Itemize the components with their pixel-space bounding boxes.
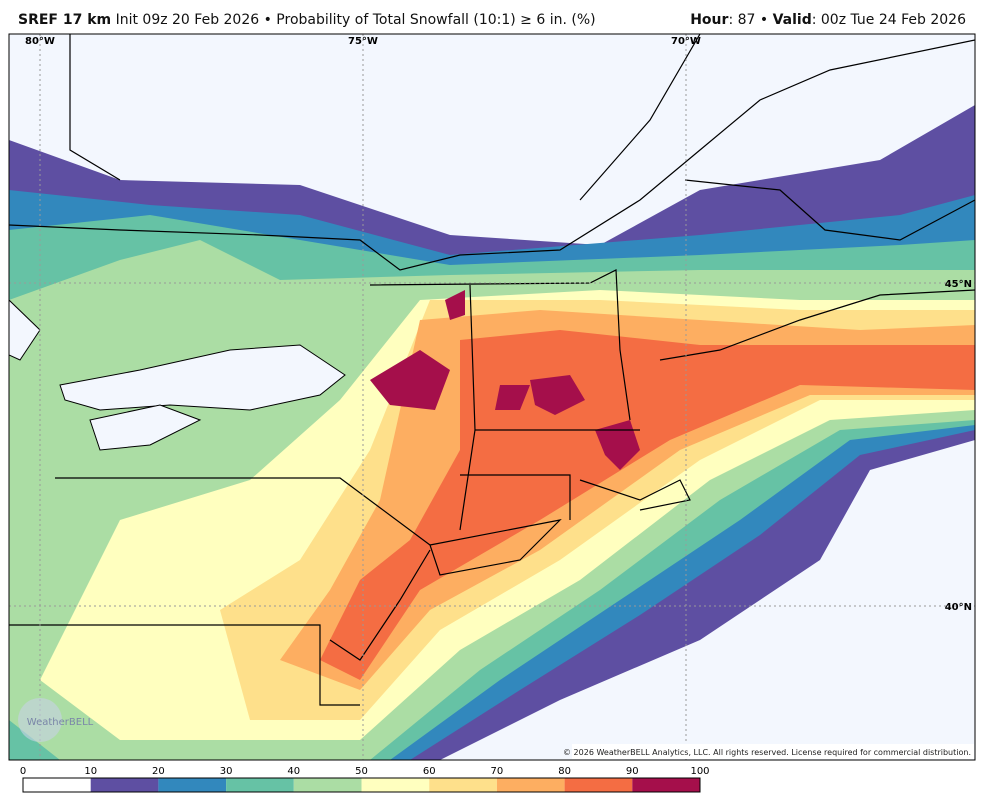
- model: SREF 17 km: [18, 12, 112, 28]
- hour-label: Hour: [690, 12, 729, 28]
- colorbar-tick-label: 90: [626, 766, 639, 777]
- band-70: [280, 310, 975, 690]
- lakes: [9, 299, 202, 451]
- colorbar-tick-label: 30: [220, 766, 233, 777]
- colorbar-segment: [632, 778, 700, 792]
- colorbar-tick-label: 50: [355, 766, 368, 777]
- colorbar-segment: [293, 778, 362, 792]
- colorbar-segment: [226, 778, 294, 792]
- colorbar-segment: [564, 778, 633, 792]
- valid-value: : 00z Tue 24 Feb 2026: [811, 12, 966, 28]
- lat-label: 45°N: [945, 279, 972, 290]
- watermark-globe: [18, 698, 62, 742]
- graticule: [9, 34, 975, 760]
- band-90: [370, 290, 640, 470]
- map-frame: [8, 33, 976, 761]
- colorbar-tick-label: 20: [152, 766, 165, 777]
- colorbar-tick-label: 0: [20, 766, 26, 777]
- colorbar-tick-label: 10: [84, 766, 97, 777]
- lat-label: 40°N: [945, 602, 972, 613]
- watermark: WeatherBELL: [27, 717, 94, 728]
- colorbar-tick-label: 60: [423, 766, 436, 777]
- header-right: Hour: 87 • Valid: 00z Tue 24 Feb 2026: [690, 12, 966, 28]
- colorbar-segment: [23, 778, 91, 792]
- copyright: © 2026 WeatherBELL Analytics, LLC. All r…: [563, 748, 971, 757]
- colorbar-tick-label: 40: [287, 766, 300, 777]
- band-80: [320, 330, 975, 680]
- copyright-bg: [572, 744, 974, 759]
- colorbar-segment: [90, 778, 159, 792]
- colorbar-segment: [496, 778, 565, 792]
- lon-label: 80°W: [25, 36, 55, 47]
- colorbar-tick-label: 100: [690, 766, 709, 777]
- colorbar-segment: [429, 778, 497, 792]
- lon-label: 70°W: [671, 36, 701, 47]
- colorbar-tick-label: 70: [491, 766, 504, 777]
- lon-label: 75°W: [348, 36, 378, 47]
- colorbar-segment: [158, 778, 227, 792]
- details: Init 09z 20 Feb 2026 • Probability of To…: [115, 12, 596, 28]
- boundaries: [9, 34, 975, 706]
- hour-value: : 87 •: [728, 12, 773, 28]
- header-left: SREF 17 km Init 09z 20 Feb 2026 • Probab…: [18, 12, 596, 28]
- valid-label: Valid: [772, 12, 812, 28]
- colorbar-tick-label: 80: [558, 766, 571, 777]
- lake-ontario: [59, 344, 346, 411]
- colorbar-frame: [22, 777, 701, 793]
- colorbar-segment: [361, 778, 430, 792]
